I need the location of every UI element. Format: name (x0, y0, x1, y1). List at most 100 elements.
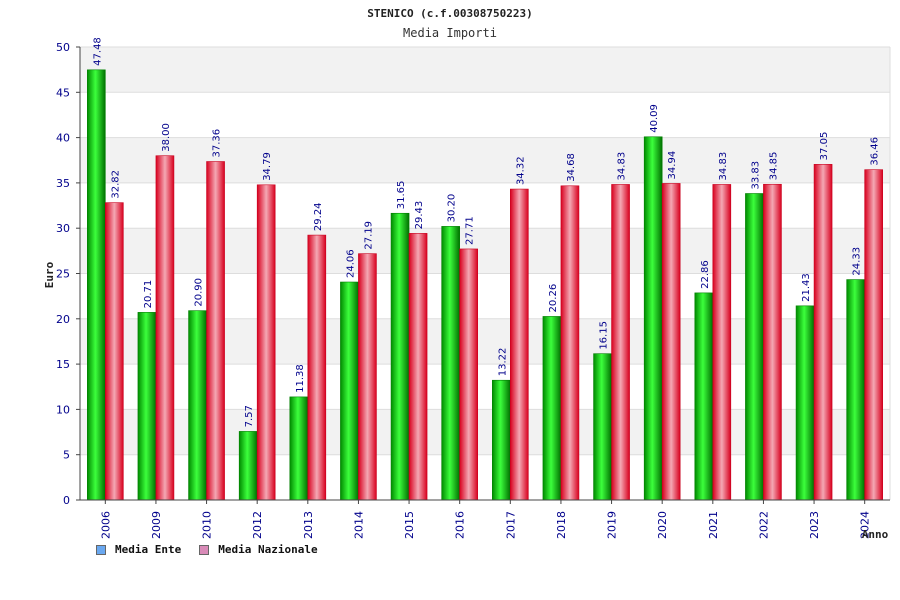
data-label: 24.33 (852, 247, 863, 276)
bar-media-nazionale (510, 188, 529, 501)
data-label: 13.22 (497, 348, 508, 377)
grid-band (80, 47, 890, 93)
x-tick-label: 2014 (352, 511, 365, 539)
x-tick-label: 2013 (302, 511, 315, 539)
bar-media-nazionale (813, 164, 833, 501)
y-tick-label: 50 (56, 41, 70, 54)
x-tick-label: 2015 (403, 511, 416, 539)
legend: Media Ente Media Nazionale (96, 543, 318, 556)
bar-media-ente (340, 281, 359, 501)
bar-media-ente (795, 305, 815, 501)
y-tick-label: 30 (56, 222, 70, 235)
x-axis-label: Anno (862, 528, 889, 541)
x-tick-label: 2024 (859, 511, 872, 539)
data-label: 34.85 (768, 152, 779, 181)
bar-media-nazionale (155, 155, 175, 501)
data-label: 20.90 (194, 278, 205, 307)
legend-label-ente: Media Ente (115, 543, 182, 556)
bar-media-ente (745, 193, 764, 501)
x-tick-label: 2009 (150, 511, 163, 539)
data-label: 34.83 (617, 152, 628, 181)
bar-media-nazionale (459, 248, 478, 501)
chart-subtitle: Media Importi (403, 26, 497, 40)
data-label: 29.24 (313, 202, 324, 231)
chart-title: STENICO (c.f.00308750223) (367, 7, 533, 20)
bar-media-nazionale (408, 233, 428, 501)
legend-label-nazionale: Media Nazionale (218, 543, 318, 556)
data-label: 20.26 (548, 284, 559, 313)
bar-media-nazionale (712, 184, 732, 501)
data-label: 30.20 (447, 194, 458, 223)
bar-media-nazionale (560, 185, 580, 501)
data-label: 34.83 (718, 152, 729, 181)
y-tick-label: 5 (63, 449, 70, 462)
bar-media-ente (238, 431, 258, 501)
x-tick-label: 2020 (656, 511, 669, 539)
data-label: 22.86 (700, 260, 711, 289)
bar-media-nazionale (358, 253, 377, 501)
y-tick-label: 25 (56, 268, 70, 281)
y-tick-label: 40 (56, 132, 70, 145)
bar-media-ente (137, 312, 157, 501)
bar-media-nazionale (307, 234, 327, 501)
data-label: 33.83 (750, 161, 761, 190)
x-tick-label: 2010 (201, 511, 214, 539)
data-label: 34.68 (566, 153, 577, 182)
bar-media-ente (390, 212, 410, 501)
data-label: 36.46 (870, 137, 881, 166)
data-label: 20.71 (143, 280, 154, 309)
x-tick-label: 2016 (454, 511, 467, 539)
y-tick-label: 20 (56, 313, 70, 326)
data-label: 27.71 (465, 216, 476, 245)
x-tick-label: 2022 (757, 511, 770, 539)
data-label: 40.09 (649, 104, 660, 133)
y-axis-label: Euro (43, 261, 56, 288)
bar-media-nazionale (864, 169, 883, 501)
bar-media-ente (694, 292, 714, 501)
x-tick-label: 2021 (707, 511, 720, 539)
data-label: 37.36 (212, 129, 223, 158)
y-tick-label: 35 (56, 177, 70, 190)
data-label: 29.43 (414, 201, 425, 230)
legend-item-ente: Media Ente (96, 543, 181, 556)
data-label: 11.38 (295, 364, 306, 393)
x-tick-label: 2017 (504, 511, 517, 539)
x-tick-label: 2012 (251, 511, 264, 539)
data-label: 38.00 (161, 123, 172, 152)
bar-media-ente (289, 396, 309, 501)
data-label: 27.19 (363, 221, 374, 250)
data-label: 24.06 (345, 249, 356, 278)
y-axis: 0 5 10 15 20 25 30 35 40 45 50 (56, 41, 81, 507)
data-label: 47.48 (92, 37, 103, 66)
data-label: 34.32 (515, 156, 526, 185)
bar-media-ente (87, 69, 106, 501)
grid-band (80, 92, 890, 138)
bars: 47.48 32.82 20.71 38.00 20.90 37.36 7.57 34.79 1… (87, 37, 883, 501)
y-tick-label: 0 (63, 494, 70, 507)
bar-media-nazionale (611, 184, 630, 501)
bar-media-nazionale (105, 202, 124, 501)
bar-media-ente (593, 353, 612, 501)
data-label: 37.05 (819, 132, 830, 161)
legend-swatch-nazionale (199, 544, 210, 555)
x-tick-label: 2019 (606, 511, 619, 539)
bar-media-ente (846, 279, 865, 501)
bar-media-nazionale (661, 183, 681, 501)
x-tick-label: 2023 (808, 511, 821, 539)
x-tick-label: 2018 (555, 511, 568, 539)
data-label: 32.82 (110, 170, 121, 199)
bar-media-ente (188, 310, 207, 501)
legend-item-nazionale: Media Nazionale (199, 543, 318, 556)
data-label: 21.43 (801, 273, 812, 302)
data-label: 31.65 (396, 181, 407, 210)
data-label: 34.79 (262, 152, 273, 181)
y-tick-label: 45 (56, 86, 70, 99)
data-label: 7.57 (244, 405, 255, 427)
data-label: 16.15 (599, 321, 610, 350)
x-axis: 2006 2009 2010 2012 2013 2014 2015 2016 2017 2018… (80, 499, 890, 539)
y-tick-label: 10 (56, 403, 70, 416)
y-tick-label: 15 (56, 358, 70, 371)
legend-swatch-ente (96, 544, 106, 555)
bar-media-ente (643, 136, 663, 501)
